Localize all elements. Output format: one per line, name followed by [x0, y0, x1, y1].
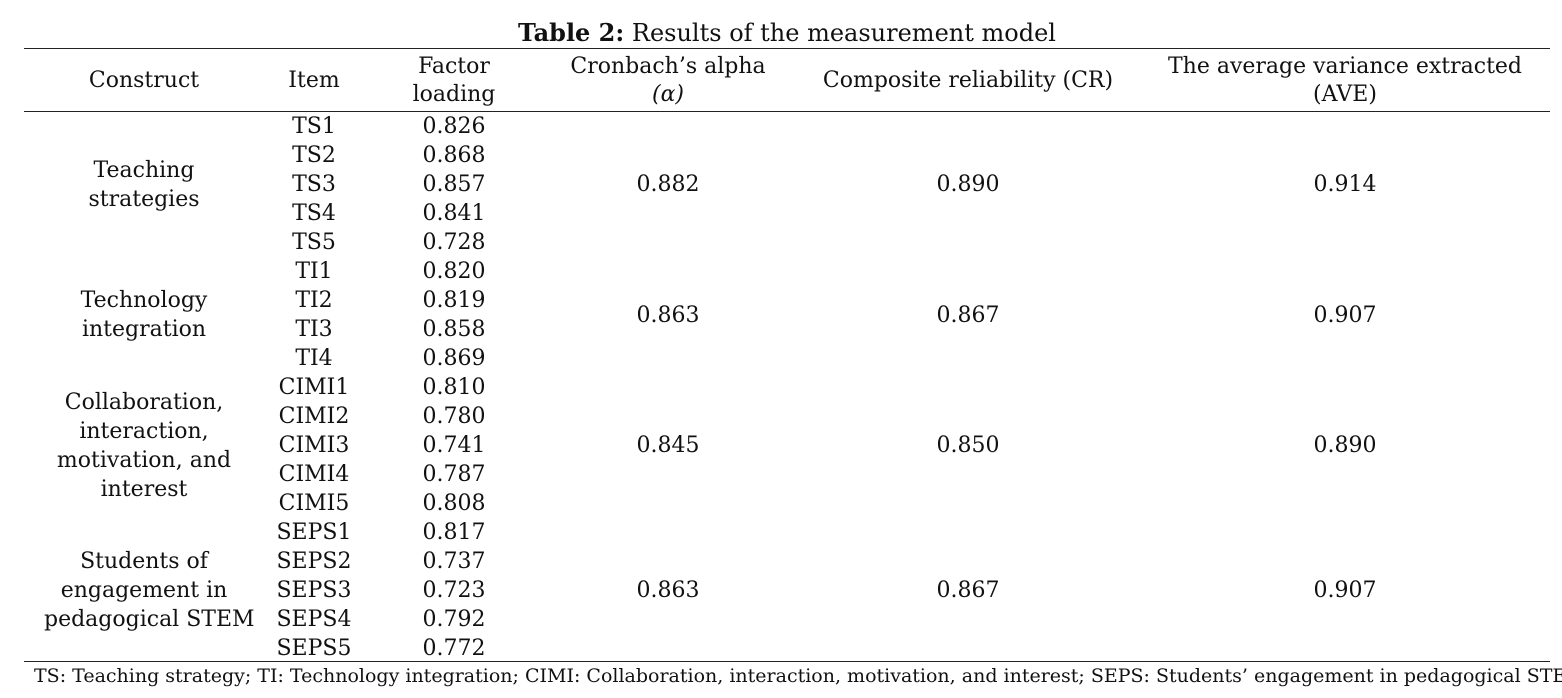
factor-loading-cell: 0.820 [422, 259, 486, 284]
item-cell: CIMI1 [278, 375, 350, 400]
header-cronbach-alpha: Cronbach’s alpha (α) [548, 53, 788, 109]
item-cell: SEPS5 [276, 636, 352, 661]
item-cell: TS3 [292, 172, 336, 197]
construct-line: interaction, [79, 418, 209, 444]
factor-loading-cell: 0.810 [422, 375, 486, 400]
table-footnote: TS: Teaching strategy; TI: Technology in… [34, 665, 1562, 687]
item-cell: CIMI2 [278, 404, 350, 429]
factor-loading-cell: 0.858 [422, 317, 486, 342]
ave-cell: 0.907 [1313, 302, 1377, 328]
factor-loading-cell: 0.723 [422, 578, 486, 603]
factor-loading-cell: 0.868 [422, 143, 486, 168]
cronbach-alpha-cell: 0.845 [636, 433, 700, 458]
top-rule [24, 48, 1550, 49]
cronbach-alpha-cell: 0.863 [636, 578, 700, 603]
factor-loading-cell: 0.792 [422, 607, 486, 632]
construct-cell: Students of engagement in pedagogical STEM [44, 547, 255, 634]
item-cell: TI1 [295, 259, 333, 284]
item-cell: TI2 [295, 288, 333, 313]
table-caption-text: Results of the measurement model [624, 19, 1056, 47]
factor-loading-cell: 0.817 [422, 520, 486, 545]
construct-line: Collaboration, [64, 389, 224, 415]
item-cell: TS4 [292, 201, 336, 226]
factor-loading-cell: 0.728 [422, 230, 486, 255]
table-caption-label: Table 2: [518, 18, 625, 47]
item-cell: SEPS2 [276, 549, 352, 574]
header-composite-reliability: Composite reliability (CR) [822, 68, 1114, 93]
ave-cell: 0.890 [1313, 433, 1377, 458]
header-factor-loading-line2: loading [412, 82, 496, 107]
construct-line: engagement in [60, 578, 228, 603]
item-cell: TS1 [292, 114, 336, 139]
composite-reliability-cell: 0.850 [936, 433, 1000, 458]
item-cell: SEPS4 [276, 607, 352, 632]
factor-loading-cell: 0.826 [422, 114, 486, 139]
construct-cell: Technology integration [44, 286, 244, 344]
item-cell: SEPS3 [276, 578, 352, 603]
item-cell: TI4 [295, 346, 333, 371]
cronbach-alpha-cell: 0.882 [636, 172, 700, 197]
bottom-rule [24, 661, 1550, 662]
item-cell: SEPS1 [276, 520, 352, 545]
factor-loading-cell: 0.737 [422, 549, 486, 574]
factor-loading-cell: 0.787 [422, 462, 486, 487]
header-factor-loading: Factor loading [384, 53, 524, 109]
header-construct: Construct [88, 68, 200, 93]
factor-loading-cell: 0.741 [422, 433, 486, 458]
construct-line: interest [100, 476, 188, 502]
composite-reliability-cell: 0.890 [936, 172, 1000, 197]
item-cell: TS2 [292, 143, 336, 168]
header-cronbach-line1: Cronbach’s alpha [570, 54, 766, 79]
item-cell: TS5 [292, 230, 336, 255]
header-ave-line1: The average variance extracted [1167, 54, 1523, 79]
item-cell: CIMI5 [278, 491, 350, 516]
ave-cell: 0.907 [1313, 578, 1377, 603]
factor-loading-cell: 0.780 [422, 404, 486, 429]
header-rule [24, 111, 1550, 112]
composite-reliability-cell: 0.867 [936, 302, 1000, 328]
item-cell: CIMI4 [278, 462, 350, 487]
item-cell: CIMI3 [278, 433, 350, 458]
construct-line: integration [81, 317, 207, 342]
factor-loading-cell: 0.869 [422, 346, 486, 371]
factor-loading-cell: 0.819 [422, 288, 486, 313]
table-caption: Table 2: Results of the measurement mode… [0, 16, 1562, 50]
factor-loading-cell: 0.857 [422, 172, 486, 197]
cronbach-alpha-cell: 0.863 [636, 302, 700, 328]
header-ave: The average variance extracted (AVE) [1155, 53, 1535, 109]
composite-reliability-cell: 0.867 [936, 578, 1000, 603]
construct-line: motivation, and [56, 447, 232, 473]
header-ave-line2: (AVE) [1313, 82, 1377, 107]
construct-cell: Teaching strategies [44, 156, 244, 214]
factor-loading-cell: 0.772 [422, 636, 486, 661]
construct-line: strategies [88, 186, 200, 212]
construct-cell: Collaboration, interaction, motivation, an… [44, 388, 244, 504]
header-cronbach-line2: (α) [651, 82, 685, 107]
construct-line: pedagogical STEM [44, 607, 255, 632]
factor-loading-cell: 0.808 [422, 491, 486, 516]
factor-loading-cell: 0.841 [422, 201, 486, 226]
ave-cell: 0.914 [1313, 172, 1377, 197]
item-cell: TI3 [295, 317, 333, 342]
header-factor-loading-line1: Factor [418, 54, 490, 79]
construct-line: Technology [80, 288, 208, 313]
header-item: Item [288, 68, 340, 93]
construct-line: Students of [80, 549, 208, 574]
construct-line: Teaching [93, 157, 195, 183]
